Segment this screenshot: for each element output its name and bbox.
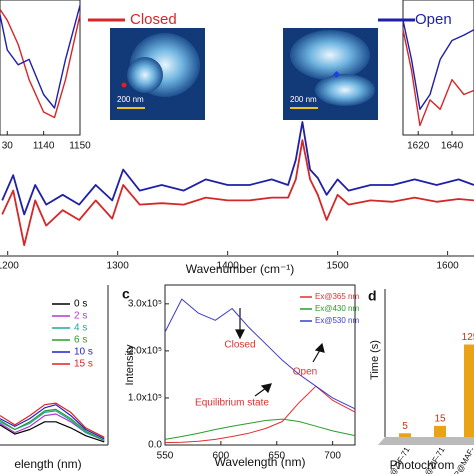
y-tick-label: 0.0 [148, 440, 162, 451]
x-tick-label: 1640 [441, 141, 464, 152]
legend-label: 10 s [74, 347, 93, 358]
legend-label: Ex@365 nm [315, 292, 359, 301]
bar [434, 425, 446, 437]
bar-value-label: 15 [434, 414, 446, 425]
y-tick-label: 1.0x10⁵ [128, 393, 162, 404]
legend-label: 6 s [74, 335, 87, 346]
legend-label: 2 s [74, 311, 87, 322]
y-axis-label: Time (s) [369, 340, 381, 380]
annotation: Equilibrium state [195, 398, 269, 409]
line-series [0, 421, 105, 443]
annotation-arrows [235, 308, 325, 397]
afm-image-closed [110, 28, 205, 120]
scale-bar-label: 200 nm [290, 95, 317, 104]
plot-frame [164, 284, 356, 446]
x-tick-label: 1600 [436, 261, 459, 272]
x-tick-label: 600 [213, 451, 230, 462]
x-axis-label: Wavelength (nm) [215, 455, 306, 469]
legend-label: Open [415, 11, 452, 28]
bar-floor [378, 437, 474, 445]
bar [464, 344, 474, 437]
legend-label: Ex@530 nm [315, 316, 359, 325]
legend-label: 15 s [74, 359, 93, 370]
scale-bar-label: 200 nm [117, 95, 144, 104]
afm-image-open [283, 28, 378, 120]
x-tick-label: 30 [2, 141, 14, 152]
annotation: Closed [224, 340, 255, 351]
x-tick-label: 1620 [407, 141, 430, 152]
panel-label: c [122, 286, 130, 302]
inset-frame [402, 0, 474, 136]
line-series [1, 139, 474, 247]
bar-value-label: 125 [462, 332, 474, 343]
panel-label: d [368, 288, 377, 304]
line-series [402, 20, 474, 110]
x-axis-label: elength (nm) [14, 457, 81, 471]
legend-label: Closed [130, 11, 177, 28]
line-series [0, 404, 105, 440]
x-tick-label: 1200 [0, 261, 19, 272]
x-tick-label: 700 [324, 451, 341, 462]
bar [399, 433, 411, 437]
legend-label: Ex@430 nm [315, 304, 359, 313]
x-tick-label: 1150 [69, 141, 91, 152]
line-series [164, 298, 356, 410]
y-tick-label: 2.0x10⁵ [128, 346, 162, 357]
annotation: Open [293, 367, 317, 378]
bar-value-label: 5 [402, 421, 408, 432]
x-tick-label: 1500 [327, 261, 350, 272]
y-tick-label: 3.0x10⁵ [128, 298, 162, 309]
line-series [1, 121, 474, 216]
line-series [0, 9, 81, 119]
legend-label: 4 s [74, 323, 87, 334]
legend-label: 0 s [74, 299, 87, 310]
line-series [164, 418, 356, 440]
x-tick-label: 1300 [107, 261, 130, 272]
line-series [402, 29, 474, 127]
x-tick-label: 550 [157, 451, 174, 462]
line-series [0, 408, 105, 441]
x-tick-label: 1140 [33, 141, 55, 152]
x-tick-label: 1400 [217, 261, 240, 272]
line-series [0, 402, 105, 438]
x-axis-label: Wavenumber (cm⁻¹) [186, 262, 295, 276]
x-axis-label: Photochrom [390, 458, 455, 472]
x-tick-label: 650 [268, 451, 285, 462]
y-axis-label: Intensity [124, 344, 136, 385]
inset-frame [0, 0, 81, 136]
line-series [0, 5, 81, 109]
